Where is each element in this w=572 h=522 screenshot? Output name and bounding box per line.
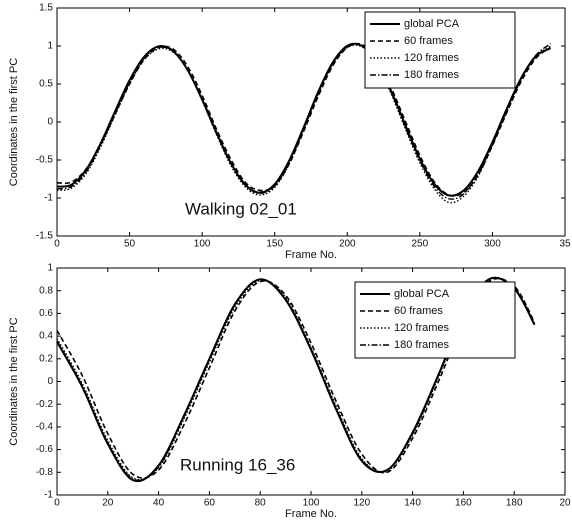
y-tick-label: -1	[44, 490, 53, 501]
y-tick-label: 0	[47, 117, 53, 128]
y-tick-label: -0.5	[36, 155, 54, 166]
y-tick-label: -0.6	[36, 444, 54, 455]
series-line	[56, 276, 536, 481]
series-line	[56, 43, 551, 200]
x-tick-label: 250	[412, 239, 429, 250]
x-tick-label: 300	[484, 239, 501, 250]
x-tick-label: 35	[559, 239, 571, 250]
y-tick-label: 1.5	[39, 3, 53, 14]
x-tick-label: 50	[124, 239, 136, 250]
x-tick-label: 140	[404, 498, 421, 509]
y-tick-label: 0.4	[39, 331, 53, 342]
legend-label: 180 frames	[404, 69, 460, 81]
x-tick-label: 100	[194, 239, 211, 250]
legend-label: 60 frames	[394, 305, 443, 317]
y-axis-label: Coordinates in the first PC	[8, 58, 20, 186]
y-tick-label: -1.5	[36, 231, 54, 242]
x-tick-label: 40	[153, 498, 165, 509]
y-tick-label: -0.2	[36, 399, 54, 410]
x-tick-label: 20	[559, 498, 571, 509]
y-tick-label: -1	[44, 193, 53, 204]
x-tick-label: 0	[54, 498, 60, 509]
x-tick-label: 180	[506, 498, 523, 509]
x-tick-label: 60	[204, 498, 216, 509]
x-tick-label: 120	[353, 498, 370, 509]
x-tick-label: 200	[339, 239, 356, 250]
y-tick-label: 0.5	[39, 79, 53, 90]
legend-label: global PCA	[404, 18, 460, 30]
x-tick-label: 100	[303, 498, 320, 509]
legend-label: global PCA	[394, 288, 450, 300]
y-axis-label: Coordinates in the first PC	[8, 317, 20, 445]
legend-label: 180 frames	[394, 339, 450, 351]
x-tick-label: 20	[102, 498, 114, 509]
legend-label: 120 frames	[404, 52, 460, 64]
y-tick-label: 0	[47, 376, 53, 387]
x-tick-label: 80	[255, 498, 267, 509]
legend-label: 120 frames	[394, 322, 450, 334]
annotation: Running 16_36	[180, 455, 295, 474]
annotation: Walking 02_01	[185, 199, 297, 218]
y-tick-label: 0.2	[39, 353, 53, 364]
y-tick-label: -0.4	[36, 422, 54, 433]
x-tick-label: 0	[54, 239, 60, 250]
y-tick-label: 0.6	[39, 308, 53, 319]
x-tick-label: 150	[266, 239, 283, 250]
y-tick-label: 0.8	[39, 285, 53, 296]
series-line	[56, 277, 536, 481]
x-tick-label: 160	[455, 498, 472, 509]
x-axis-label: Frame No.	[285, 249, 337, 261]
y-tick-label: 1	[47, 41, 53, 52]
y-tick-label: 1	[47, 263, 53, 274]
legend-label: 60 frames	[404, 35, 453, 47]
y-tick-label: -0.8	[36, 467, 54, 478]
x-axis-label: Frame No.	[285, 508, 337, 520]
